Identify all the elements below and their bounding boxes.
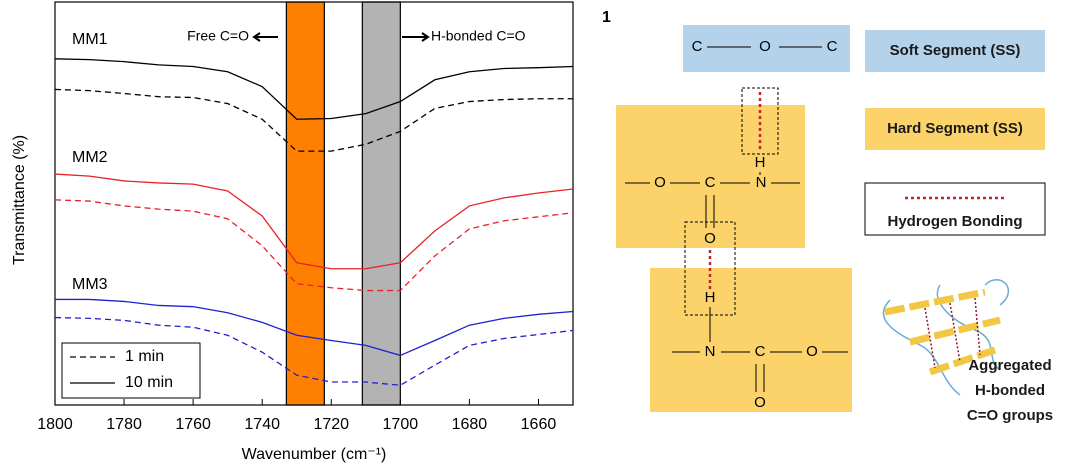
- atom: O: [654, 174, 666, 191]
- diagram: Soft Segment (SS) Hard Segment (SS) Hydr…: [616, 25, 1053, 424]
- atom: C: [755, 343, 766, 360]
- arrow: [252, 32, 278, 42]
- atom: H: [755, 154, 766, 171]
- atom: O: [806, 343, 818, 360]
- hbond-box: [741, 87, 779, 155]
- atom: C: [705, 174, 716, 191]
- legend-box: [865, 30, 1045, 72]
- legend-box: [864, 182, 1046, 236]
- atom: N: [705, 343, 716, 360]
- atom: N: [756, 174, 767, 191]
- x-tick-label: 1740: [244, 416, 280, 433]
- spectrum-line: [54, 316, 574, 386]
- hard-segment-box: [616, 105, 805, 248]
- y-axis-label: Transmittance (%): [11, 135, 28, 265]
- legend-text: Hydrogen Bonding: [888, 213, 1023, 230]
- annotation: H-bonded C=O: [431, 28, 526, 44]
- spectrum-line: [54, 88, 573, 152]
- bonds: [625, 46, 848, 392]
- atom: O: [704, 230, 716, 247]
- legend-text: Soft Segment (SS): [890, 42, 1021, 59]
- arrow: [402, 32, 430, 42]
- x-tick-label: 1720: [313, 416, 349, 433]
- x-tick-label: 1680: [452, 416, 488, 433]
- aggregate-illustration: [882, 278, 1010, 396]
- caption: C=O groups: [967, 407, 1053, 424]
- legend-text: Hard Segment (SS): [887, 120, 1023, 137]
- legend-text: 10 min: [125, 374, 173, 391]
- spectrum-line: [55, 298, 574, 357]
- x-axis-label: Wavenumber (cm⁻¹): [242, 446, 387, 463]
- band: [285, 1, 325, 406]
- x-tick-label: 1660: [521, 416, 557, 433]
- x-tick-label: 1780: [106, 416, 142, 433]
- legend-frame: [61, 342, 201, 399]
- legend-text: 1 min: [125, 348, 164, 365]
- legend-box: [865, 108, 1045, 150]
- band: [361, 1, 401, 406]
- atom: C: [692, 38, 703, 55]
- plot-frame: [54, 1, 574, 406]
- x-tick-label: 1760: [175, 416, 211, 433]
- x-tick-label: 1800: [37, 416, 73, 433]
- x-tick-label: 1700: [383, 416, 419, 433]
- chart: 1800 1780 1760 1740 1720 1700 1680 1660 Wavenumb…: [11, 1, 611, 463]
- series-label: MM3: [72, 276, 108, 293]
- spectrum-line: [54, 199, 574, 292]
- caption: Aggregated: [968, 357, 1051, 374]
- atom: O: [754, 394, 766, 411]
- caption: H-bonded: [975, 382, 1045, 399]
- atom: O: [759, 38, 771, 55]
- annotation: Free C=O: [187, 28, 249, 44]
- spectrum-line: [54, 173, 574, 270]
- series-label: MM2: [72, 149, 108, 166]
- hard-segment-box: [650, 268, 852, 412]
- atom: C: [827, 38, 838, 55]
- atom: H: [705, 289, 716, 306]
- spectrum-line: [54, 58, 574, 120]
- panel-mark: 1: [602, 9, 611, 26]
- series-label: MM1: [72, 31, 108, 48]
- soft-segment-box: [683, 25, 850, 72]
